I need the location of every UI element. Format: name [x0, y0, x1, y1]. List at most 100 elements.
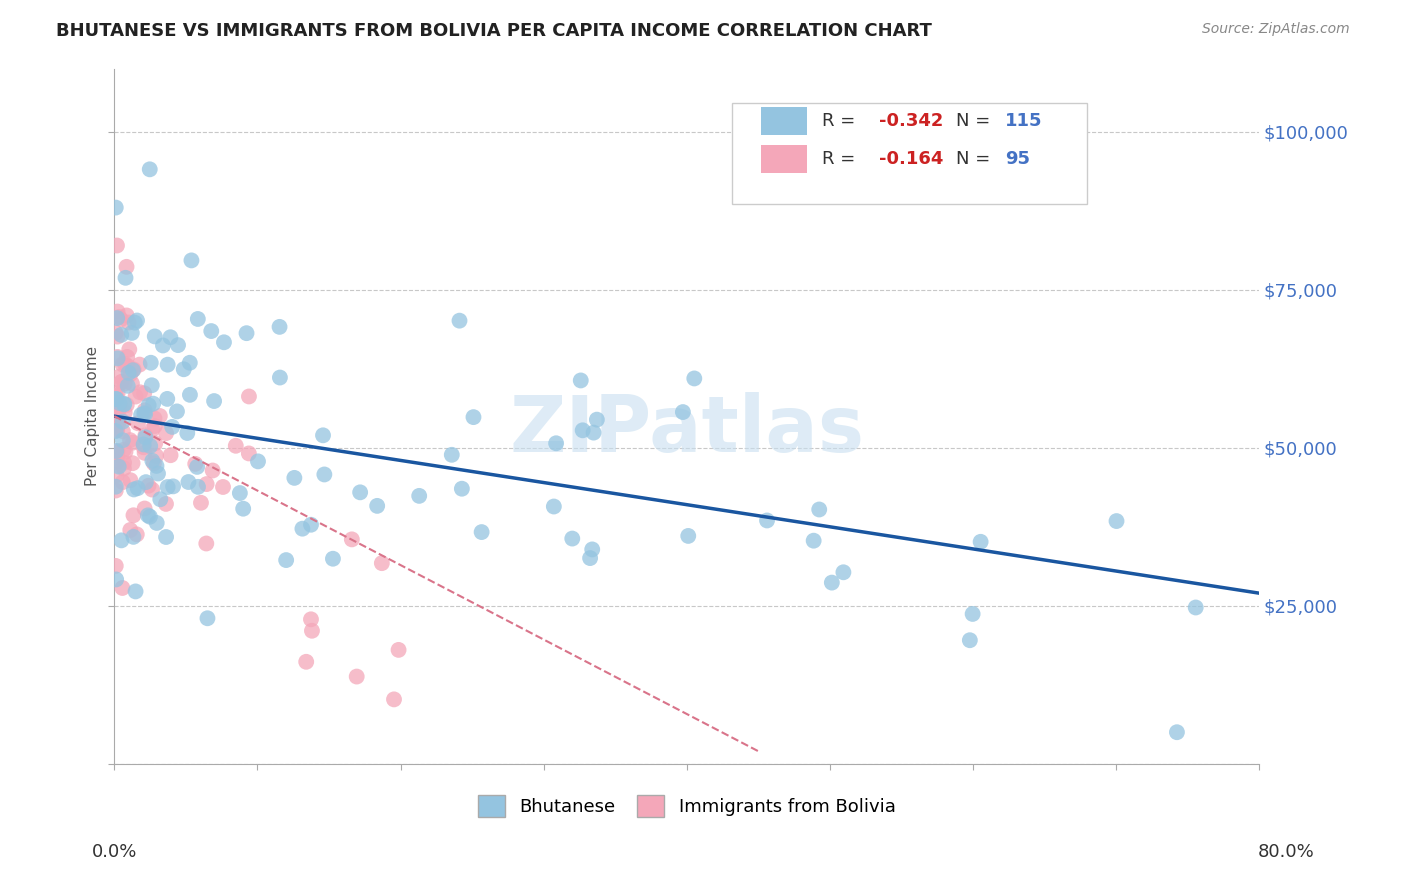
- Text: BHUTANESE VS IMMIGRANTS FROM BOLIVIA PER CAPITA INCOME CORRELATION CHART: BHUTANESE VS IMMIGRANTS FROM BOLIVIA PER…: [56, 22, 932, 40]
- Point: [122, 530, 145, 544]
- Point: [127, 481, 149, 495]
- Point: [162, 479, 184, 493]
- Point: [276, 553, 298, 567]
- Point: [105, 401, 128, 416]
- Point: [125, 313, 148, 327]
- Point: [145, 516, 167, 530]
- Point: [104, 201, 127, 215]
- Point: [114, 270, 136, 285]
- Point: [134, 407, 156, 421]
- Point: [177, 475, 200, 489]
- Point: [122, 483, 145, 497]
- Point: [134, 406, 156, 420]
- Point: [124, 584, 146, 599]
- Point: [115, 309, 138, 323]
- Point: [107, 329, 129, 343]
- Point: [346, 669, 368, 683]
- Point: [138, 479, 160, 493]
- Point: [142, 397, 165, 411]
- Point: [166, 404, 188, 418]
- Text: 95: 95: [1005, 150, 1031, 168]
- Text: ZIPatlas: ZIPatlas: [509, 392, 865, 468]
- Point: [114, 444, 136, 458]
- Point: [756, 513, 779, 527]
- Point: [134, 446, 156, 460]
- Point: [104, 424, 127, 438]
- Point: [269, 370, 291, 384]
- Point: [212, 480, 235, 494]
- Point: [201, 463, 224, 477]
- Text: R =: R =: [821, 112, 860, 129]
- Point: [543, 500, 565, 514]
- Point: [962, 607, 984, 621]
- Point: [122, 508, 145, 523]
- Point: [283, 471, 305, 485]
- Point: [139, 356, 162, 370]
- Point: [105, 311, 128, 326]
- Point: [134, 501, 156, 516]
- Point: [108, 396, 131, 410]
- Point: [107, 417, 129, 432]
- Point: [124, 390, 146, 404]
- Point: [112, 461, 135, 475]
- Point: [195, 536, 218, 550]
- Point: [463, 410, 485, 425]
- Point: [179, 388, 201, 402]
- Point: [104, 388, 127, 402]
- Point: [156, 392, 179, 406]
- Point: [122, 363, 145, 377]
- Point: [195, 477, 218, 491]
- Point: [225, 439, 247, 453]
- Point: [959, 633, 981, 648]
- Point: [1105, 514, 1128, 528]
- Point: [561, 532, 583, 546]
- Point: [105, 445, 128, 459]
- Bar: [761, 145, 807, 173]
- Point: [110, 375, 132, 389]
- Point: [143, 436, 166, 450]
- Point: [118, 316, 141, 330]
- Point: [108, 398, 131, 412]
- Point: [312, 428, 335, 442]
- Point: [340, 533, 363, 547]
- Point: [112, 397, 135, 411]
- Text: -0.342: -0.342: [879, 112, 943, 129]
- Point: [132, 440, 155, 454]
- Point: [129, 385, 152, 400]
- Point: [107, 453, 129, 467]
- Point: [111, 581, 134, 595]
- Point: [440, 448, 463, 462]
- Bar: [761, 107, 807, 135]
- Point: [114, 406, 136, 420]
- Point: [105, 573, 128, 587]
- Point: [127, 417, 149, 431]
- Point: [108, 409, 131, 424]
- Point: [451, 482, 474, 496]
- FancyBboxPatch shape: [733, 103, 1087, 204]
- Point: [160, 420, 183, 434]
- Point: [118, 343, 141, 357]
- Point: [1166, 725, 1188, 739]
- Point: [105, 423, 128, 437]
- Point: [121, 326, 143, 340]
- Point: [969, 534, 991, 549]
- Point: [120, 473, 142, 487]
- Point: [471, 525, 494, 540]
- Point: [105, 455, 128, 469]
- Point: [105, 422, 128, 436]
- Point: [180, 253, 202, 268]
- Point: [118, 433, 141, 447]
- Point: [232, 501, 254, 516]
- Point: [387, 643, 409, 657]
- Point: [139, 162, 162, 177]
- Point: [145, 449, 167, 463]
- Point: [371, 556, 394, 570]
- Point: [124, 316, 146, 330]
- Point: [117, 359, 139, 374]
- Point: [382, 692, 405, 706]
- Point: [235, 326, 257, 341]
- Point: [141, 483, 163, 497]
- Point: [179, 356, 201, 370]
- Point: [111, 434, 134, 448]
- Point: [569, 374, 592, 388]
